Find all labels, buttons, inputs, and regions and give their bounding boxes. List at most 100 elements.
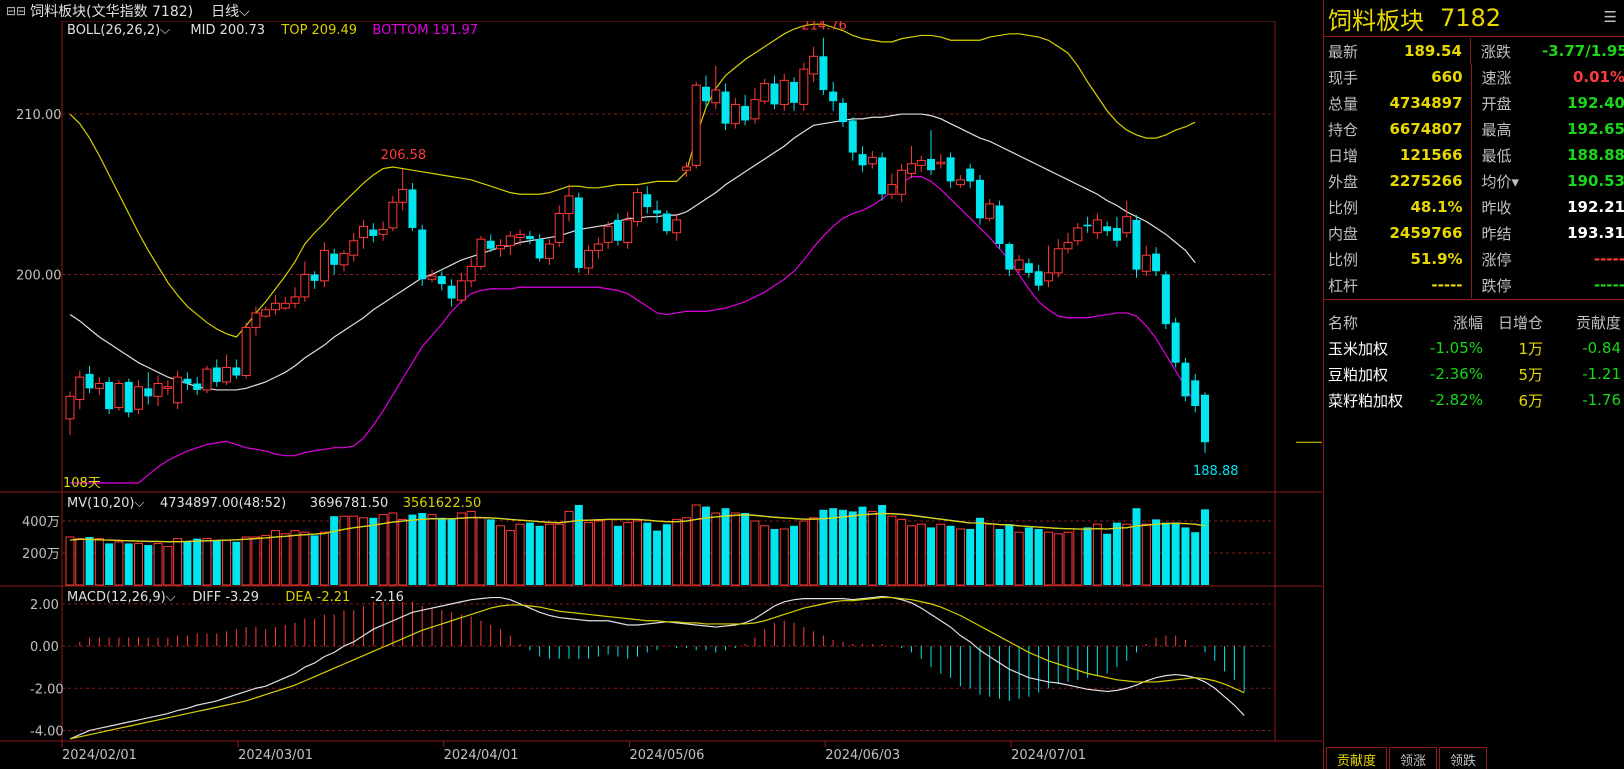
candle-body (1014, 259, 1024, 271)
candle-body (65, 395, 75, 420)
macd-dea-value: DEA -2.21 (285, 590, 350, 605)
component-name: 豆粕加权 (1328, 365, 1389, 384)
volume-bar (995, 529, 1004, 585)
macd-legend: MACD(12,26,9)⌵ (67, 590, 176, 605)
low-label: 188.88 (1193, 464, 1239, 479)
volume-bar (486, 519, 495, 585)
candle-body (349, 240, 359, 256)
candle-body (819, 56, 828, 90)
volume-bar (1141, 523, 1151, 586)
volume-bar (985, 523, 995, 586)
candle-body (1092, 219, 1102, 234)
column-header[interactable]: 名称 (1328, 313, 1359, 332)
volume-bar (584, 522, 594, 586)
component-oi-change: 6万 (1518, 391, 1543, 410)
contribution-row[interactable]: 豆粕加权 -2.36% 5万 -1.21 (1324, 361, 1624, 387)
candle-body (975, 179, 984, 219)
boll-top-value: TOP 209.49 (280, 23, 357, 38)
candle-body (378, 229, 388, 235)
candle-body (1083, 224, 1092, 227)
volume-bar (114, 541, 124, 586)
quote-field-label: 比例 (1328, 250, 1359, 269)
candle-body (1053, 248, 1063, 274)
volume-bar (427, 514, 437, 586)
period-selector[interactable]: 日线⌵ (211, 1, 250, 21)
tab-contribution[interactable]: 贡献度 (1326, 747, 1388, 769)
contribution-row[interactable]: 菜籽粕加权 -2.82% 6万 -1.76 (1324, 387, 1624, 413)
quote-field-value: 4734897 (1389, 94, 1463, 112)
candle-body (241, 326, 251, 377)
volume-bar (466, 510, 476, 586)
candle-body (995, 205, 1004, 244)
volume-bar (398, 518, 408, 586)
column-header[interactable]: 日增仓 (1497, 313, 1543, 332)
quote-panel: 饲料板块 7182 ☰ 最新 189.54 涨跌-3.77/1.95% 现手 660 速涨… (1323, 0, 1624, 769)
candle-body (1152, 253, 1161, 272)
volume-bar (1005, 524, 1014, 585)
quote-field-label: 持仓 (1328, 120, 1359, 139)
volume-bar (1073, 528, 1083, 586)
tab-top-losers[interactable]: 领跌 (1439, 747, 1488, 769)
quote-field-value: 2275266 (1389, 172, 1463, 190)
column-header[interactable]: 贡献度 (1575, 313, 1621, 332)
volume-bar (936, 523, 946, 586)
volume-bar (261, 534, 271, 586)
volume-bar (1083, 527, 1092, 585)
candle-body (75, 376, 85, 401)
volume-bar (544, 523, 554, 586)
candle-body (447, 285, 456, 299)
quote-row: 比例 51.9% 涨停 ----- (1324, 246, 1624, 272)
volume-bar (848, 511, 857, 585)
macd-tick-label: -2.00 (30, 682, 64, 697)
volume-bar (124, 543, 133, 585)
date-tick-label: 2024/05/06 (630, 748, 705, 763)
volume-bar (701, 506, 710, 585)
volume-bar (838, 509, 847, 585)
candle-body (388, 201, 398, 229)
column-header[interactable]: 涨幅 (1452, 313, 1483, 332)
boll-top-line (69, 23, 1196, 338)
quote-field-label[interactable]: 均价▾ (1470, 168, 1543, 194)
candle-body (251, 312, 261, 328)
candle-body (1132, 219, 1141, 270)
volume-bar (418, 513, 427, 585)
volume-tick-label: 400万 (22, 515, 60, 530)
volume-bar (779, 528, 789, 586)
candle-body (711, 89, 721, 104)
quote-field-value: 51.9% (1410, 250, 1463, 268)
candle-body (779, 79, 789, 105)
quote-row: 日增 121566 最低 188.88 (1324, 142, 1624, 168)
candle-body (770, 83, 779, 105)
contribution-row[interactable]: 玉米加权 -1.05% 1万 -0.84 (1324, 335, 1624, 361)
component-change: -1.05% (1429, 339, 1483, 357)
volume-bar (554, 523, 564, 586)
candle-body (701, 86, 710, 102)
quote-field-value: ----- (1593, 250, 1624, 268)
volume-bar (388, 512, 398, 586)
contribution-table: 名称 涨幅 日增仓 贡献度玉米加权 -1.05% 1万 -0.84 豆粕加权 -2.36% 5万 -… (1324, 309, 1624, 413)
volume-ma20-value: 3561622.50 (403, 496, 482, 511)
quote-field-label: 昨收 (1470, 194, 1543, 220)
quote-row: 最新 189.54 涨跌-3.77/1.95% (1324, 38, 1624, 64)
volume-bar (280, 533, 290, 586)
tab-top-gainers[interactable]: 领涨 (1389, 747, 1438, 769)
candle-body (114, 383, 124, 409)
quote-field-value: 188.88 (1567, 146, 1624, 164)
quote-field-value: 2459766 (1389, 224, 1463, 242)
volume-bar (193, 538, 202, 585)
candle-body (1043, 272, 1053, 282)
volume-bar (153, 542, 163, 586)
quote-field-label: 最新 (1328, 42, 1359, 61)
list-menu-icon[interactable]: ☰ (1603, 8, 1617, 26)
boll-legend: BOLL(26,26,2)⌵ (67, 23, 170, 38)
volume-bar (339, 515, 349, 586)
chart-area[interactable]: 210.00 200.00 206.58 214.76 188.88 108天 BOLL(2… (0, 21, 1322, 769)
contribution-header: 名称 涨幅 日增仓 贡献度 (1324, 309, 1624, 335)
quote-field-value: 660 (1431, 68, 1463, 86)
quote-row: 比例 48.1% 昨收 192.21 (1324, 194, 1624, 220)
candle-body (906, 163, 916, 174)
candle-body (623, 219, 633, 243)
volume-bar (564, 510, 574, 586)
candle-body (486, 240, 495, 249)
candle-body (936, 161, 946, 165)
